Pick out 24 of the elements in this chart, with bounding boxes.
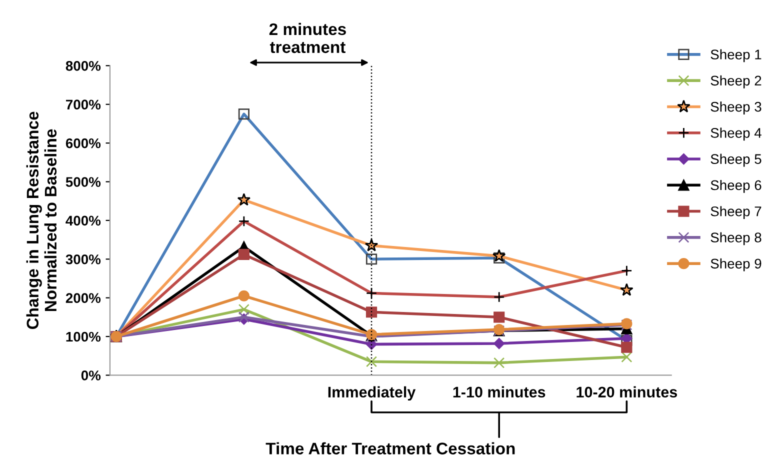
x-axis-title: Time After Treatment Cessation (266, 442, 515, 454)
legend-label: Sheep 9 (710, 258, 762, 272)
y-tick-label: 500% (66, 177, 101, 187)
legend-label: Sheep 7 (710, 206, 762, 220)
y-tick-label: 100% (66, 332, 101, 342)
legend-label: Sheep 6 (710, 180, 762, 193)
x-tick-label: Immediately (328, 386, 416, 401)
y-tick-label: 200% (66, 293, 101, 303)
legend-label: Sheep 1 (710, 49, 762, 62)
legend-label: Sheep 5 (710, 154, 762, 167)
y-tick-label: 700% (66, 100, 101, 110)
legend-label: Sheep 3 (710, 102, 762, 114)
y-tick-label: 800% (66, 60, 101, 71)
x-tick-label: 10-20 minutes (576, 386, 678, 398)
y-tick-label: 300% (66, 254, 101, 264)
legend-label: Sheep 4 (710, 128, 762, 141)
legend-label: Sheep 8 (710, 232, 762, 246)
x-tick-label: 1-10 minutes (453, 386, 546, 398)
y-tick-label: 600% (66, 138, 101, 148)
y-axis-title: Change in Lung Resistance Normalized to Baseline (26, 112, 57, 330)
text: 2 minutes treatment (269, 22, 346, 54)
y-tick-label: 400% (66, 216, 101, 226)
legend-label: Sheep 2 (710, 75, 762, 88)
y-tick-label: 0% (81, 370, 101, 380)
